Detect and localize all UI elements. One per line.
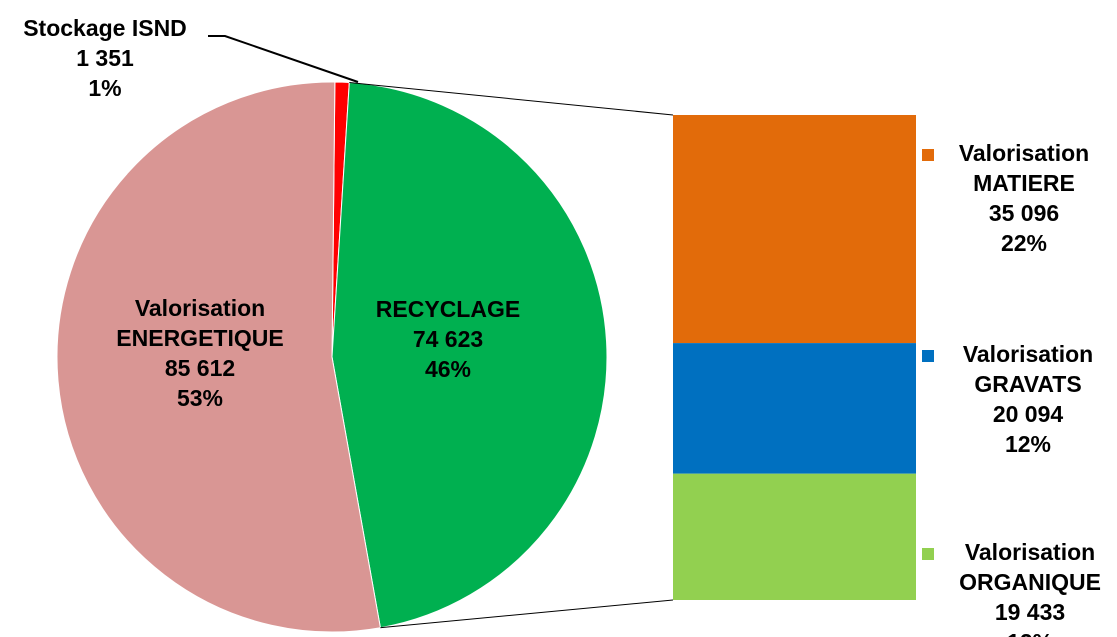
leader-line-stockage xyxy=(208,35,359,83)
pie-slice-recyclage xyxy=(331,82,608,629)
data-label-valorisation-energetique: Valorisation ENERGETIQUE 85 612 53% xyxy=(116,295,283,411)
bar-segment-valorisation-matiere xyxy=(673,115,916,344)
legend-marker-valorisation-organique xyxy=(922,548,934,560)
data-label-recyclage: RECYCLAGE 74 623 46% xyxy=(376,296,520,382)
data-label-stockage-isnd: Stockage ISND 1 351 1% xyxy=(23,15,187,101)
connector-line-top xyxy=(349,82,674,116)
legend-marker-valorisation-matiere xyxy=(922,149,934,161)
connector-line-bottom xyxy=(380,599,674,629)
bar-segment-valorisation-organique xyxy=(673,473,916,600)
data-label-valorisation-matiere: Valorisation MATIERE 35 096 22% xyxy=(959,140,1089,256)
pie-slice-valorisation-energetique xyxy=(56,81,381,633)
bar-segment-valorisation-gravats xyxy=(673,343,916,474)
data-label-valorisation-gravats: Valorisation GRAVATS 20 094 12% xyxy=(963,341,1093,457)
legend-marker-valorisation-gravats xyxy=(922,350,934,362)
